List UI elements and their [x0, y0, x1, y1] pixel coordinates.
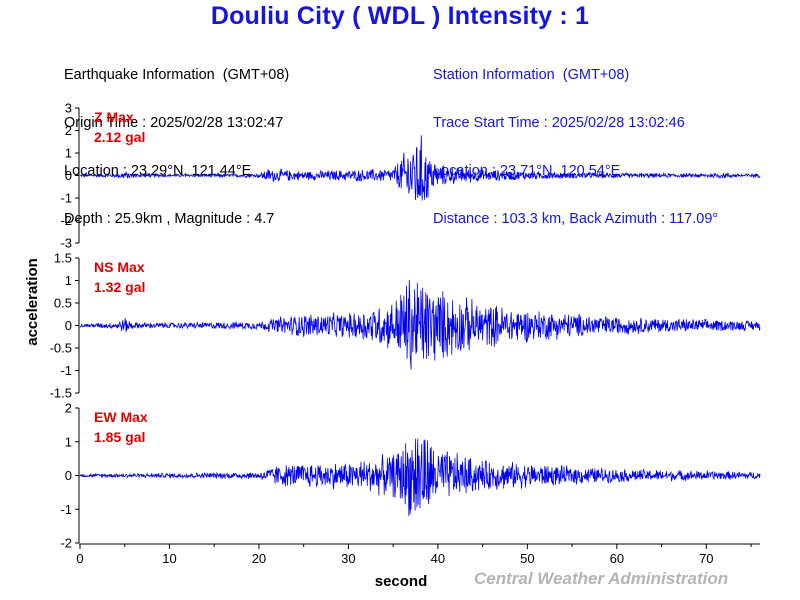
max-value-ns: 1.32 gal — [94, 279, 145, 295]
distance-azimuth: Distance : 103.3 km, Back Azimuth : 117.… — [433, 211, 719, 227]
max-value-ew: 1.85 gal — [94, 429, 145, 445]
y-tick-label: 1.5 — [54, 251, 72, 266]
y-tick-label: -0.5 — [50, 341, 72, 356]
x-tick-label: 40 — [431, 551, 445, 566]
y-tick-label: 0 — [65, 318, 72, 333]
origin-time: Origin Time : 2025/02/28 13:02:47 — [64, 115, 284, 131]
y-tick-label: 1 — [65, 146, 72, 161]
y-tick-label: -2 — [60, 536, 72, 551]
waveform-ns — [79, 279, 761, 370]
max-label-ns: NS Max — [94, 259, 145, 275]
depth-magnitude: Depth : 25.9km , Magnitude : 4.7 — [64, 211, 275, 227]
earthquake-info-heading: Earthquake Information (GMT+08) — [64, 67, 290, 83]
waveform-z — [79, 135, 761, 201]
y-tick-label: -2 — [60, 213, 72, 228]
trace-start-time: Trace Start Time : 2025/02/28 13:02:46 — [433, 115, 685, 131]
y-tick-label: -3 — [60, 236, 72, 251]
waveform-ew — [79, 438, 761, 517]
x-tick-label: 0 — [76, 551, 83, 566]
y-tick-label: 0.5 — [54, 296, 72, 311]
credit-text: Central Weather Administration — [474, 569, 729, 588]
max-label-ew: EW Max — [94, 409, 148, 425]
y-tick-label: -1 — [60, 191, 72, 206]
x-tick-label: 30 — [341, 551, 355, 566]
y-tick-label: -1.5 — [50, 386, 72, 401]
y-axis-title: acceleration — [24, 258, 41, 346]
x-tick-label: 50 — [520, 551, 534, 566]
y-tick-label: 1 — [65, 434, 72, 449]
y-tick-label: 1 — [65, 273, 72, 288]
y-tick-label: -1 — [60, 363, 72, 378]
max-value-z: 2.12 gal — [94, 129, 145, 145]
station-info-heading: Station Information (GMT+08) — [433, 67, 630, 83]
y-tick-label: 0 — [65, 168, 72, 183]
max-label-z: Z Max — [94, 109, 134, 125]
x-tick-label: 60 — [610, 551, 624, 566]
y-tick-label: 2 — [65, 123, 72, 138]
earthquake-info: Earthquake Information (GMT+08) Origin T… — [64, 35, 289, 243]
x-tick-label: 10 — [162, 551, 176, 566]
y-tick-label: 0 — [65, 468, 72, 483]
chart-title: Douliu City ( WDL ) Intensity : 1 — [210, 2, 590, 30]
y-tick-label: -1 — [60, 502, 72, 517]
y-tick-label: 3 — [65, 101, 72, 116]
x-axis-title: second — [375, 573, 428, 590]
x-tick-label: 20 — [252, 551, 266, 566]
x-tick-label: 70 — [699, 551, 713, 566]
y-tick-label: 2 — [65, 401, 72, 416]
